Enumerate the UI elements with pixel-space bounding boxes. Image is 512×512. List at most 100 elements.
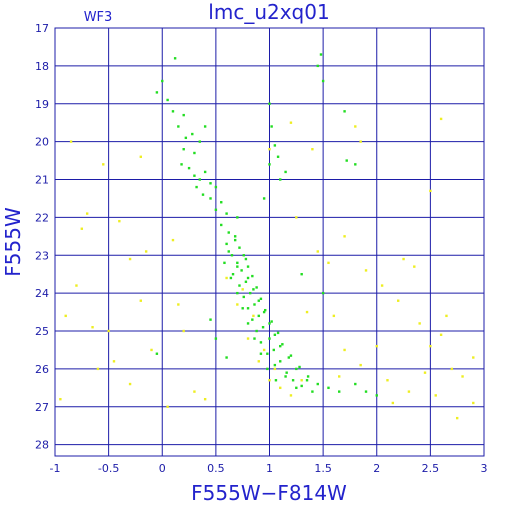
y-tick-label: 20 [35,136,49,149]
data-point [193,151,196,155]
data-point [59,397,62,401]
data-point [251,318,254,321]
data-point [259,297,263,301]
x-tick-label: -1 [50,462,61,475]
y-tick-label: 19 [35,98,49,111]
data-point [273,363,277,367]
data-point [182,148,185,151]
data-point [225,356,228,359]
data-point [230,254,234,257]
data-point [262,348,266,352]
data-point [375,344,378,348]
y-tick-label: 18 [35,60,49,73]
data-point [242,295,245,299]
x-tick-label: 1.5 [314,462,332,475]
data-point [69,140,73,143]
x-axis-label: F555W−F814W [191,481,347,505]
data-point [161,79,164,83]
data-point [305,310,309,314]
data-point [223,261,226,265]
data-point [220,223,223,227]
x-tick-label: 0.5 [207,462,225,475]
data-point [182,329,185,333]
data-point [285,371,288,374]
data-point [364,269,368,272]
data-point [214,208,218,212]
data-point [233,235,237,238]
data-point [284,170,287,174]
data-point [289,394,293,397]
data-point [305,379,309,382]
x-tick-label: 0 [159,462,166,475]
data-point [354,382,357,386]
grid [54,27,485,456]
data-point [193,174,196,177]
data-point [242,254,245,257]
data-point [359,140,362,143]
data-point [268,379,271,382]
data-point [262,197,266,200]
data-point [289,121,293,124]
data-point [343,235,346,238]
y-tick-label: 22 [35,211,49,224]
data-point [112,360,116,363]
data-point [354,125,357,128]
data-point [298,365,301,369]
data-point [231,272,235,276]
x-axis-ticks: -1 -0.5 0 0.5 1 1.5 2 2.5 3 [50,462,488,475]
data-point [253,337,256,340]
data-point [96,367,100,371]
data-point [391,401,395,405]
y-tick-label: 28 [35,439,49,452]
data-point [227,231,230,234]
data-point [236,291,239,295]
data-point [402,257,405,261]
data-point [266,367,269,371]
data-point [264,308,267,312]
data-point [91,326,94,329]
data-point [380,284,384,287]
data-point [289,354,293,357]
x-tick-label: 2 [373,462,380,475]
data-point [300,379,303,382]
data-point [246,265,250,268]
data-point [203,125,207,128]
data-point [209,182,212,185]
data-point [171,238,175,242]
data-point [203,397,207,401]
data-point [252,314,255,318]
data-point [195,185,198,189]
data-point [139,155,142,158]
data-point [177,125,180,128]
data-point [253,303,256,306]
data-point [268,337,271,340]
x-tick-label: 1 [266,462,273,475]
data-point [311,390,314,393]
data-point [227,250,230,253]
data-point [306,375,310,378]
data-point [343,110,346,113]
data-point [144,250,148,253]
data-point [321,79,325,83]
data-point [439,333,443,336]
x-tick-label: 3 [481,462,488,475]
data-point [225,212,228,215]
data-point [238,284,241,287]
data-point [319,53,323,56]
data-point [236,216,239,219]
y-axis-label: F555W [1,207,25,277]
data-point [107,329,110,333]
data-point [155,91,159,94]
data-point [246,307,250,310]
data-point [311,148,314,151]
data-point [276,331,280,335]
x-tick-label: 2.5 [422,462,440,475]
data-point [274,379,278,382]
data-point [118,219,121,223]
y-tick-label: 26 [35,363,49,376]
data-point [214,337,218,340]
data-point [300,272,303,276]
data-point [238,246,241,249]
data-point [257,314,260,318]
